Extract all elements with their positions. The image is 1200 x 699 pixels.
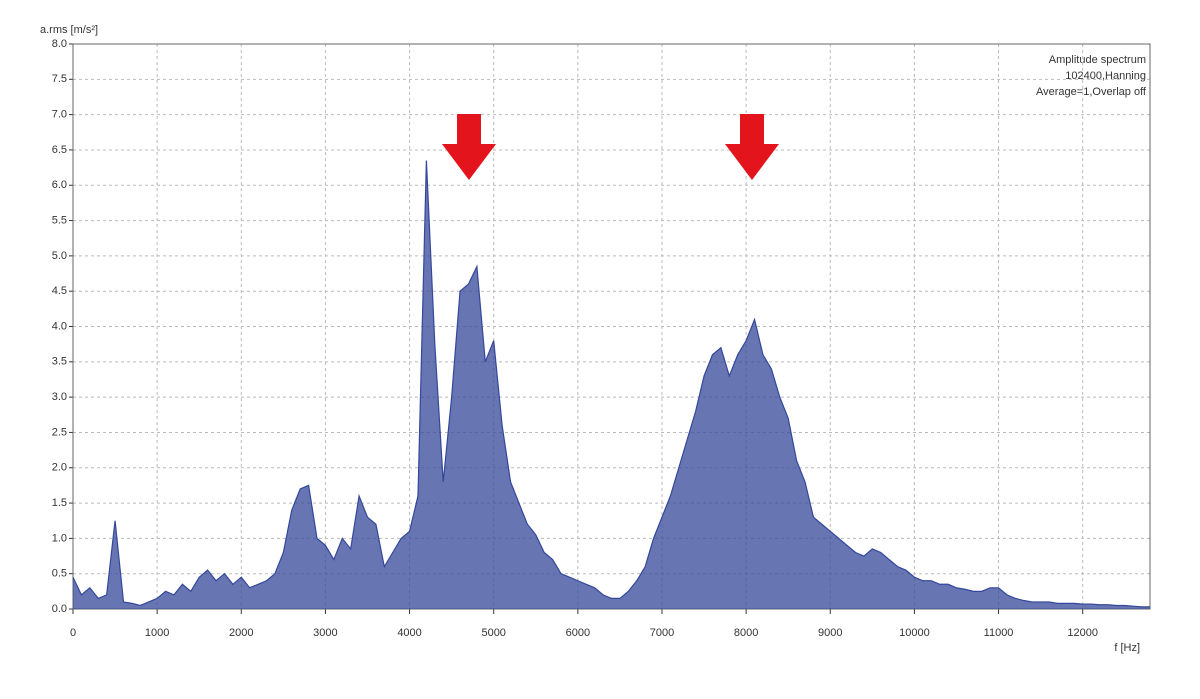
x-tick-label: 5000 (481, 627, 505, 639)
annotation: 102400,Hanning (1065, 70, 1146, 82)
y-tick-label: 1.0 (52, 532, 67, 544)
y-tick-label: 5.0 (52, 250, 67, 262)
x-tick-label: 9000 (818, 627, 842, 639)
annotation: Average=1,Overlap off (1036, 86, 1147, 98)
x-axis-label: f [Hz] (1114, 642, 1140, 654)
y-tick-label: 1.5 (52, 497, 67, 509)
x-tick-label: 1000 (145, 627, 169, 639)
x-tick-label: 12000 (1067, 627, 1098, 639)
y-tick-label: 3.5 (52, 356, 67, 368)
y-tick-label: 4.0 (52, 320, 67, 332)
y-tick-label: 0.0 (52, 603, 67, 615)
x-tick-label: 7000 (650, 627, 674, 639)
y-tick-label: 2.5 (52, 426, 67, 438)
y-tick-label: 8.0 (52, 38, 67, 50)
y-tick-label: 5.5 (52, 214, 67, 226)
x-tick-label: 11000 (984, 627, 1014, 639)
arrow (442, 114, 496, 180)
x-tick-label: 3000 (313, 627, 337, 639)
x-tick-label: 6000 (566, 627, 590, 639)
y-tick-label: 3.0 (52, 391, 67, 403)
x-tick-label: 2000 (229, 627, 253, 639)
x-tick-label: 10000 (899, 627, 930, 639)
plot-area: 0.0 0.5 1.0 1.5 2.0 2.5 3.0 3.5 4.0 4.5 5.0 5.5 6.0 6… (52, 38, 1151, 639)
annotation: Amplitude spectrum (1049, 54, 1146, 66)
y-tick-label: 6.5 (52, 144, 67, 156)
x-tick-label: 8000 (734, 627, 758, 639)
y-tick-label: 0.5 (52, 568, 67, 580)
y-tick-label: 2.0 (52, 462, 67, 474)
y-tick-label: 4.5 (52, 285, 67, 297)
y-axis-label: a.rms [m/s²] (40, 24, 98, 36)
spectrum-area (73, 160, 1150, 609)
arrow (725, 114, 779, 180)
y-tick-label: 7.5 (52, 73, 67, 85)
y-tick-label: 7.0 (52, 109, 67, 121)
x-tick-label: 0 (70, 627, 76, 639)
y-tick-label: 6.0 (52, 179, 67, 191)
plot-frame (72, 43, 1151, 610)
x-tick-label: 4000 (397, 627, 421, 639)
spectrum-line (72, 160, 1150, 608)
